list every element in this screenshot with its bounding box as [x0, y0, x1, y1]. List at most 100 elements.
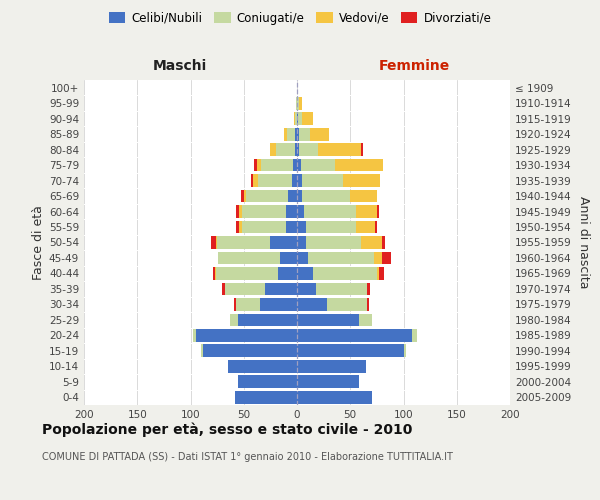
Bar — [201, 344, 203, 357]
Bar — [304, 205, 356, 218]
Legend: Celibi/Nubili, Coniugati/e, Vedovi/e, Divorziati/e: Celibi/Nubili, Coniugati/e, Vedovi/e, Di… — [104, 7, 496, 30]
Bar — [211, 236, 216, 249]
Bar — [297, 360, 366, 372]
Bar — [253, 174, 257, 187]
Bar — [308, 252, 374, 264]
Bar — [297, 159, 301, 172]
Bar — [238, 376, 297, 388]
Bar — [359, 314, 371, 326]
Bar — [236, 205, 239, 218]
Bar — [356, 205, 377, 218]
Bar — [294, 112, 295, 125]
Bar — [297, 298, 327, 310]
Bar — [295, 112, 297, 125]
Bar — [236, 298, 260, 310]
Bar — [215, 267, 216, 280]
Bar — [289, 190, 297, 202]
Bar — [271, 144, 276, 156]
Bar — [302, 174, 343, 187]
Bar — [297, 128, 299, 140]
Bar — [287, 128, 295, 140]
Bar — [286, 205, 297, 218]
Bar — [216, 267, 278, 280]
Bar — [239, 220, 242, 234]
Bar — [375, 220, 377, 234]
Bar — [297, 344, 404, 357]
Bar — [302, 112, 313, 125]
Bar — [203, 344, 297, 357]
Bar — [292, 174, 297, 187]
Bar — [379, 267, 385, 280]
Bar — [319, 144, 361, 156]
Bar — [297, 220, 305, 234]
Bar — [299, 97, 302, 110]
Bar — [356, 220, 375, 234]
Bar — [280, 252, 297, 264]
Bar — [297, 236, 305, 249]
Bar — [257, 159, 261, 172]
Bar — [305, 220, 356, 234]
Bar — [242, 205, 286, 218]
Bar — [297, 329, 412, 342]
Bar — [296, 97, 297, 110]
Bar — [244, 190, 246, 202]
Bar — [412, 329, 418, 342]
Text: Maschi: Maschi — [153, 58, 207, 72]
Text: Popolazione per età, sesso e stato civile - 2010: Popolazione per età, sesso e stato civil… — [42, 422, 412, 437]
Bar — [251, 174, 253, 187]
Bar — [216, 236, 217, 249]
Bar — [276, 144, 295, 156]
Bar — [361, 144, 363, 156]
Bar — [242, 220, 286, 234]
Bar — [297, 267, 313, 280]
Bar — [377, 267, 379, 280]
Bar — [310, 128, 329, 140]
Bar — [301, 159, 335, 172]
Bar — [327, 298, 367, 310]
Bar — [297, 144, 299, 156]
Bar — [196, 329, 297, 342]
Bar — [361, 236, 382, 249]
Bar — [286, 220, 297, 234]
Bar — [302, 190, 350, 202]
Bar — [297, 282, 316, 296]
Bar — [295, 144, 297, 156]
Bar — [261, 159, 293, 172]
Bar — [367, 298, 370, 310]
Bar — [238, 314, 297, 326]
Bar — [257, 174, 292, 187]
Bar — [293, 159, 297, 172]
Bar — [299, 128, 310, 140]
Bar — [367, 282, 370, 296]
Bar — [297, 376, 359, 388]
Y-axis label: Anni di nascita: Anni di nascita — [577, 196, 590, 289]
Bar — [350, 190, 377, 202]
Bar — [193, 329, 196, 342]
Bar — [284, 128, 287, 140]
Bar — [297, 391, 371, 404]
Bar — [297, 252, 308, 264]
Bar — [297, 112, 298, 125]
Bar — [316, 282, 367, 296]
Bar — [382, 252, 391, 264]
Bar — [335, 159, 383, 172]
Bar — [297, 174, 302, 187]
Bar — [239, 205, 242, 218]
Bar — [228, 360, 297, 372]
Bar — [278, 267, 297, 280]
Bar — [313, 267, 377, 280]
Bar — [254, 159, 257, 172]
Bar — [377, 205, 379, 218]
Bar — [297, 205, 304, 218]
Bar — [213, 267, 215, 280]
Bar — [230, 314, 238, 326]
Bar — [297, 314, 359, 326]
Bar — [374, 252, 382, 264]
Bar — [299, 144, 319, 156]
Bar — [246, 190, 289, 202]
Bar — [241, 190, 244, 202]
Bar — [217, 236, 271, 249]
Bar — [234, 298, 236, 310]
Bar — [235, 391, 297, 404]
Bar — [297, 97, 299, 110]
